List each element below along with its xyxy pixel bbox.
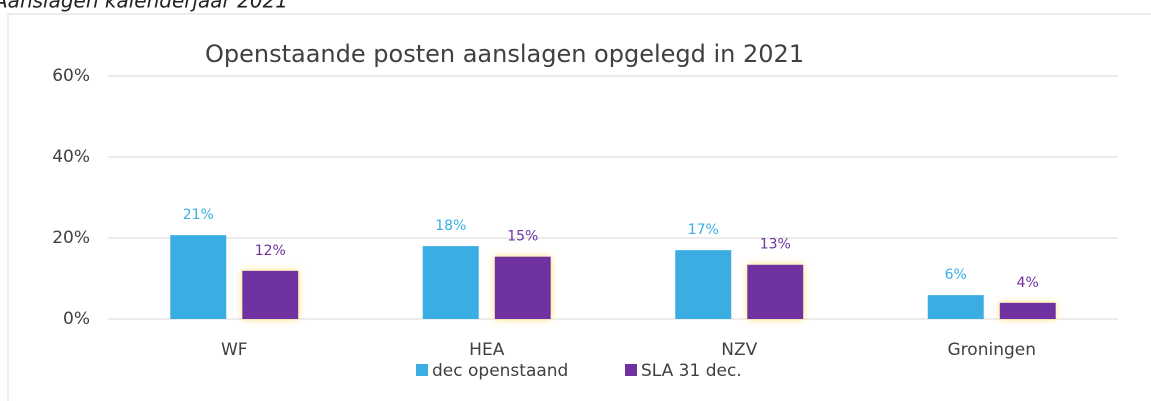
legend-label: SLA 31 dec. (641, 361, 742, 381)
bar (494, 256, 551, 319)
bar (675, 250, 732, 319)
bar (170, 235, 227, 319)
x-tick-label: WF (221, 340, 248, 360)
data-label: 15% (507, 229, 538, 245)
chart-frame (7, 13, 1151, 401)
data-label: 4% (1017, 275, 1039, 291)
x-tick-label: HEA (469, 340, 505, 360)
data-label: 12% (255, 243, 286, 259)
y-tick-label: 0% (63, 309, 90, 329)
y-tick-label: 20% (52, 228, 90, 248)
bar (927, 295, 984, 319)
legend-label: dec openstaand (432, 361, 568, 381)
legend-swatch (416, 364, 428, 376)
chart-title: Openstaande posten aanslagen opgelegd in… (205, 40, 804, 68)
data-label: 6% (945, 267, 967, 283)
bar (747, 264, 804, 319)
data-label: 21% (183, 207, 214, 223)
y-tick-label: 60% (52, 66, 90, 86)
x-tick-label: NZV (721, 340, 757, 360)
bar (999, 302, 1056, 319)
data-label: 13% (760, 237, 791, 253)
bar (242, 270, 299, 319)
bar (422, 246, 479, 319)
legend-swatch (625, 364, 637, 376)
x-tick-label: Groningen (948, 340, 1037, 360)
y-tick-label: 40% (52, 147, 90, 167)
heading: Aanslagen kalenderjaar 2021 (0, 0, 288, 13)
data-label: 18% (435, 218, 466, 234)
data-label: 17% (688, 222, 719, 238)
